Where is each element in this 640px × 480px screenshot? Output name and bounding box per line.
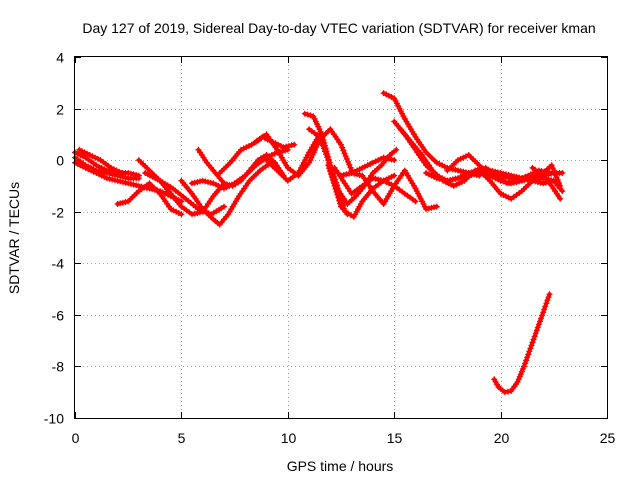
x-tick-label: 0 [72, 430, 80, 446]
x-tick-label: 5 [178, 430, 186, 446]
series-markers [325, 162, 351, 218]
series-markers [263, 131, 323, 184]
y-tick-label: 0 [56, 153, 64, 169]
data-series [72, 90, 566, 396]
y-axis-label: SDTVAR / TECUs [6, 182, 22, 294]
plot-frame [74, 56, 608, 419]
y-tick-label: -6 [52, 308, 65, 324]
y-tick-label: -10 [44, 411, 64, 427]
x-tick-label: 10 [281, 430, 297, 446]
series-markers [178, 159, 274, 228]
y-tick-label: -4 [52, 256, 65, 272]
series-markers [114, 180, 185, 218]
series-markers [76, 146, 125, 176]
y-tick-label: 4 [56, 50, 64, 66]
series-markers [348, 154, 398, 176]
x-tick-label: 25 [600, 430, 616, 446]
chart-title: Day 127 of 2019, Sidereal Day-to-day VTE… [82, 20, 595, 36]
y-tick-label: 2 [56, 102, 64, 118]
x-tick-label: 20 [494, 430, 510, 446]
x-axis-label: GPS time / hours [287, 458, 394, 474]
series-markers [540, 162, 564, 189]
series-arc-5 [114, 180, 185, 218]
series-arc-28 [491, 291, 553, 396]
series-arc-19 [348, 154, 398, 176]
series-markers [491, 291, 553, 396]
grid-lines [75, 57, 607, 418]
y-axis-ticks: -10 -8 -6 -4 -2 0 2 4 [44, 50, 607, 427]
series-arc-27 [540, 162, 564, 189]
series-arc-4 [76, 146, 125, 176]
series-arc-9 [178, 159, 274, 228]
series-arc-13 [263, 131, 323, 184]
y-tick-label: -8 [52, 359, 65, 375]
series-arc-25 [487, 167, 566, 195]
y-tick-label: -2 [52, 205, 65, 221]
x-axis-ticks: 0 5 10 15 20 25 [72, 57, 616, 446]
series-arc-16 [325, 162, 351, 218]
x-tick-label: 15 [387, 430, 403, 446]
